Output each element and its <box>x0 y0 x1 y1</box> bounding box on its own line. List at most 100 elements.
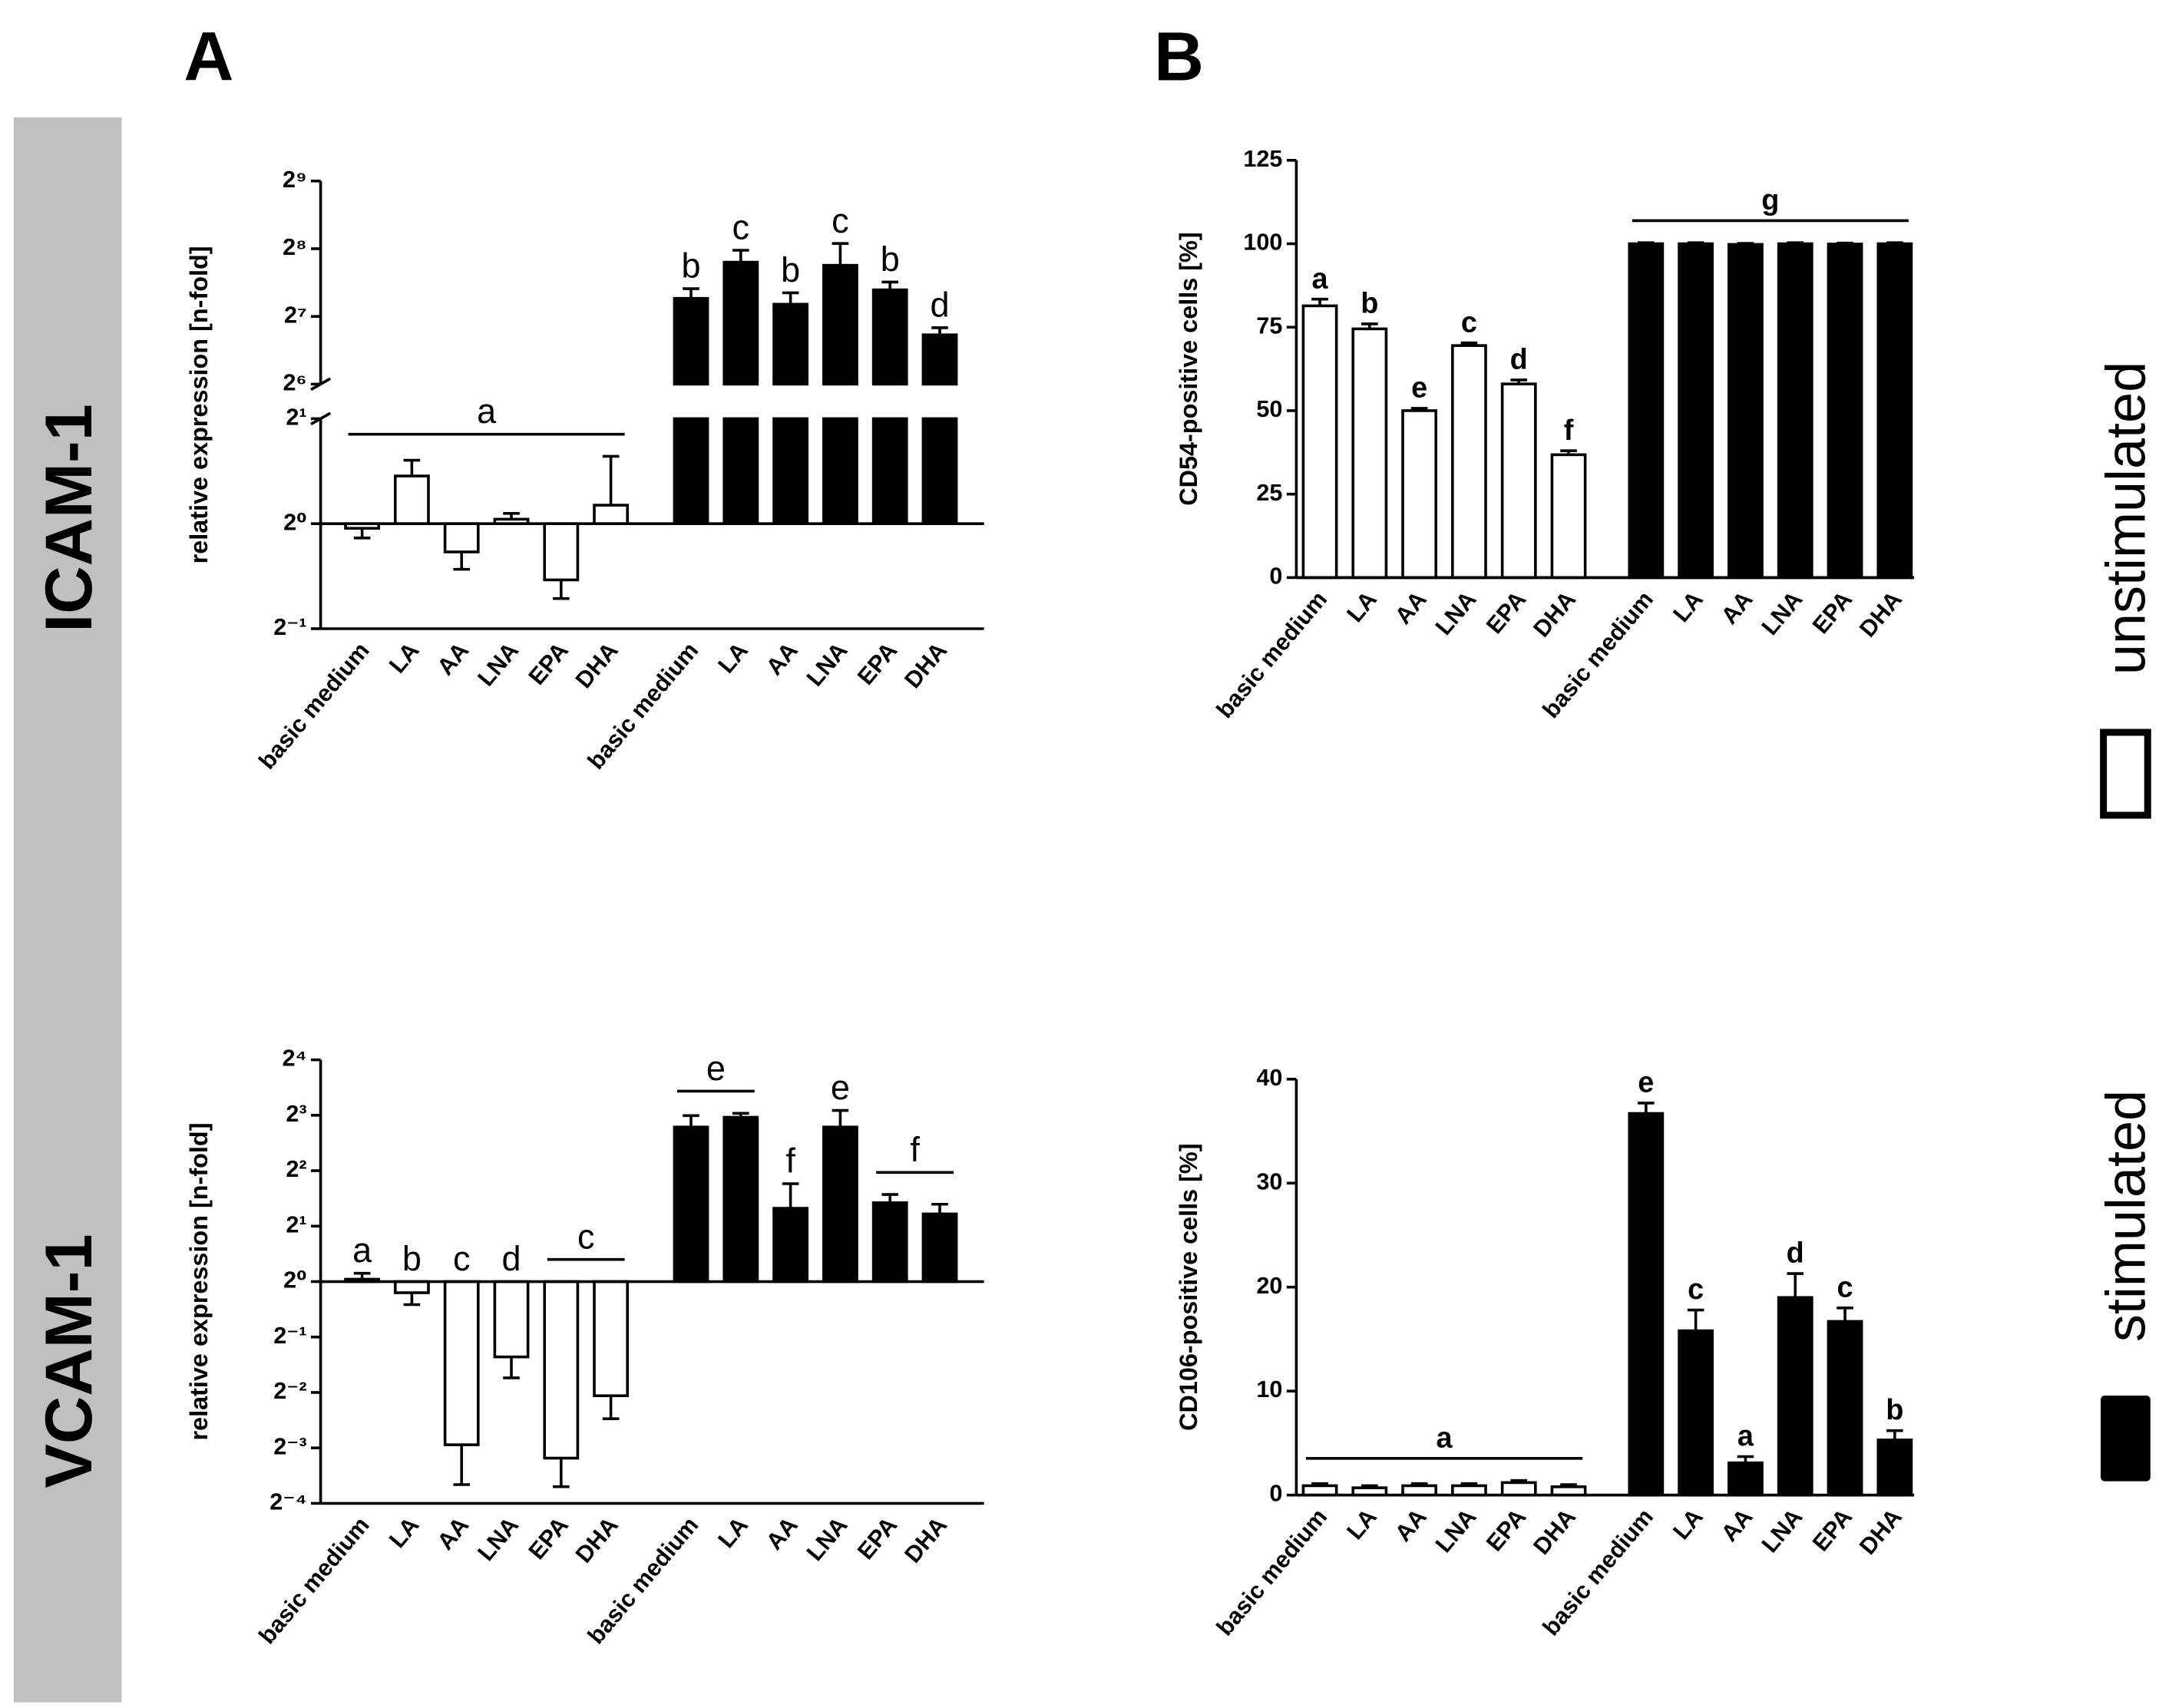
x-tick-label: EPA <box>1481 1504 1531 1556</box>
y-tick-label: 100 <box>1243 230 1282 256</box>
x-tick-label: AA <box>1716 586 1757 629</box>
legend-label: unstimulated <box>2096 362 2157 675</box>
legend-swatch <box>2101 1396 2151 1482</box>
bar <box>543 522 580 582</box>
x-tick-label: LA <box>713 637 753 678</box>
y-tick-label: 2⁸ <box>283 234 306 260</box>
significance-letter: c <box>832 201 849 240</box>
x-tick-label: DHA <box>1854 586 1907 643</box>
significance-letter: c <box>1688 1274 1704 1306</box>
bar-lower-part <box>921 417 958 526</box>
y-tick-label: 2⁴ <box>282 1046 306 1072</box>
significance-letter: f <box>910 1130 920 1169</box>
x-tick-label: DHA <box>900 1512 953 1568</box>
y-tick-label: 2⁹ <box>283 167 307 193</box>
significance-letter: e <box>1411 372 1427 405</box>
x-tick-label: DHA <box>1854 1504 1907 1560</box>
significance-letter: e <box>831 1068 850 1107</box>
bar <box>593 504 630 526</box>
bar <box>822 263 858 386</box>
y-tick-label: 2⁻¹ <box>273 614 306 640</box>
row-label: ICAM-1 <box>32 404 106 633</box>
bar <box>1728 243 1764 580</box>
y-tick-label: 125 <box>1243 146 1282 172</box>
row-band <box>14 117 122 1703</box>
bar <box>1550 453 1587 580</box>
y-tick-label: 2⁷ <box>284 302 307 328</box>
bar <box>673 1125 709 1283</box>
significance-letter: d <box>501 1239 521 1278</box>
y-axis-label: CD54-positive cells [%] <box>1175 232 1202 505</box>
x-tick-label: LA <box>1668 586 1708 627</box>
bar <box>1678 242 1714 580</box>
bar <box>871 1201 908 1283</box>
bar <box>1301 1484 1338 1497</box>
significance-letter: e <box>1638 1067 1654 1099</box>
bar <box>1628 1112 1665 1497</box>
x-tick-label: LNA <box>473 1512 524 1566</box>
y-tick-label: 25 <box>1256 480 1282 506</box>
x-tick-label: AA <box>1390 1504 1431 1547</box>
x-tick-label: LNA <box>1430 586 1481 640</box>
y-axis-label: relative expression [n-fold] <box>185 1123 213 1441</box>
y-tick-label: 75 <box>1256 312 1282 339</box>
x-tick-label: AA <box>432 1512 474 1555</box>
bar-lower-part <box>871 417 908 526</box>
y-tick-label: 20 <box>1256 1273 1282 1299</box>
significance-letter: b <box>681 246 700 286</box>
significance-letter: c <box>453 1239 470 1278</box>
x-tick-label: EPA <box>524 637 574 689</box>
y-tick-label: 2⁰ <box>283 1267 306 1293</box>
y-tick-label: 0 <box>1269 1481 1282 1507</box>
y-axis-label: relative expression [n-fold] <box>185 246 213 563</box>
y-tick-label: 2⁻¹ <box>273 1323 306 1349</box>
y-tick-label: 50 <box>1256 396 1282 422</box>
x-tick-label: LNA <box>1430 1504 1481 1558</box>
significance-letter: b <box>881 240 900 279</box>
significance-letter: a <box>1437 1422 1453 1454</box>
x-tick-label: AA <box>761 637 802 680</box>
y-tick-label: 2⁻⁴ <box>269 1488 306 1515</box>
y-tick-label: 2¹ <box>286 404 306 430</box>
bar <box>1401 1484 1438 1497</box>
y-tick-label: 2⁻² <box>273 1378 306 1404</box>
x-tick-label: basic medium <box>1212 1504 1332 1640</box>
x-tick-label: EPA <box>1807 586 1857 639</box>
legend-label: stimulated <box>2096 1090 2157 1342</box>
bar <box>822 1125 858 1283</box>
x-tick-label: basic medium <box>1212 586 1332 723</box>
x-tick-label: LA <box>1342 1504 1382 1544</box>
y-tick-label: 2² <box>286 1156 306 1182</box>
y-tick-label: 2⁶ <box>283 369 307 395</box>
significance-letter: a <box>1737 1420 1754 1452</box>
panel-label: A <box>183 18 233 95</box>
x-tick-label: EPA <box>524 1512 574 1564</box>
bar <box>443 522 480 553</box>
bar <box>443 1280 480 1446</box>
bar <box>1777 242 1813 580</box>
bar <box>921 333 958 386</box>
bar <box>1451 344 1487 580</box>
bar <box>1301 304 1338 580</box>
x-tick-label: DHA <box>1529 586 1582 643</box>
x-tick-label: LA <box>384 637 424 678</box>
x-tick-label: LA <box>1342 586 1382 627</box>
x-tick-label: DHA <box>570 1512 623 1568</box>
x-tick-label: LNA <box>1757 586 1807 640</box>
row-label: VCAM-1 <box>32 1234 106 1488</box>
significance-letter: c <box>1461 306 1477 339</box>
bar <box>394 1280 430 1294</box>
bar <box>1777 1296 1813 1497</box>
x-tick-label: LNA <box>473 637 524 691</box>
significance-letter: e <box>706 1049 726 1088</box>
bar-lower-part <box>722 417 759 526</box>
x-tick-label: LNA <box>1757 1504 1807 1558</box>
x-tick-label: AA <box>1390 586 1431 629</box>
x-tick-label: LA <box>713 1512 753 1553</box>
bar <box>1500 382 1537 580</box>
panel-label: B <box>1154 18 1204 95</box>
x-tick-label: AA <box>1716 1504 1757 1547</box>
bar <box>1628 242 1665 580</box>
